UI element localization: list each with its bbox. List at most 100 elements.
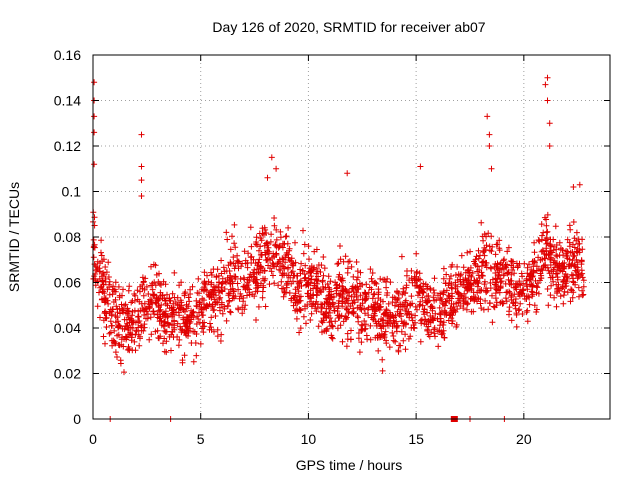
data-point <box>374 332 381 339</box>
data-point <box>110 306 116 313</box>
data-point <box>312 301 319 308</box>
data-point <box>226 298 232 305</box>
data-point <box>393 324 400 331</box>
data-point <box>290 278 296 285</box>
data-point <box>579 236 586 243</box>
data-point <box>194 313 201 320</box>
data-point <box>111 327 118 334</box>
data-point <box>208 314 215 321</box>
data-point <box>413 270 420 276</box>
data-point <box>107 329 114 336</box>
data-point <box>270 250 277 257</box>
data-point <box>236 295 243 302</box>
data-point <box>544 211 551 218</box>
data-point <box>464 300 471 307</box>
data-point <box>133 327 140 334</box>
data-point <box>537 257 544 264</box>
data-point <box>100 270 107 276</box>
data-point <box>248 243 255 250</box>
data-point <box>492 270 499 276</box>
data-point <box>333 285 340 292</box>
data-point <box>334 312 341 319</box>
data-point <box>234 280 241 287</box>
data-point <box>345 289 352 296</box>
data-point <box>171 269 178 276</box>
data-point <box>459 293 465 300</box>
data-point <box>353 276 360 283</box>
data-point <box>256 230 263 237</box>
data-point <box>113 303 120 310</box>
data-point <box>205 278 212 285</box>
data-point <box>108 322 115 329</box>
data-point <box>255 303 262 310</box>
data-point <box>156 318 163 325</box>
data-point <box>422 316 429 323</box>
data-point <box>280 263 287 270</box>
data-point <box>267 238 274 245</box>
data-point <box>531 249 538 256</box>
data-point <box>297 270 304 277</box>
data-point <box>138 327 145 334</box>
data-point <box>383 292 390 299</box>
data-point <box>431 275 438 282</box>
data-point <box>475 295 482 302</box>
data-point <box>548 268 555 275</box>
data-point <box>119 292 125 299</box>
data-point <box>211 328 217 335</box>
data-point <box>224 303 231 310</box>
data-point <box>337 322 344 329</box>
data-point <box>448 290 455 297</box>
data-point <box>467 272 473 279</box>
data-point <box>343 305 350 312</box>
data-point <box>504 248 511 255</box>
data-point <box>199 306 206 313</box>
data-point <box>271 215 278 221</box>
data-point <box>498 278 505 285</box>
data-point <box>227 286 234 293</box>
data-point <box>314 265 320 272</box>
data-point <box>119 306 126 313</box>
data-point <box>214 266 221 273</box>
data-point <box>390 333 397 339</box>
data-point <box>539 267 546 274</box>
data-point <box>344 170 351 177</box>
data-point <box>320 272 327 279</box>
data-point <box>535 280 542 287</box>
data-point <box>548 282 555 289</box>
data-point <box>259 288 266 295</box>
data-point <box>550 236 557 243</box>
data-point <box>454 263 461 270</box>
data-point <box>497 259 504 266</box>
data-point <box>218 299 225 306</box>
data-point <box>400 323 407 329</box>
data-point <box>182 329 189 336</box>
data-point <box>502 295 509 302</box>
data-point <box>457 272 464 279</box>
data-point <box>102 295 109 302</box>
data-point <box>373 320 380 327</box>
data-point <box>475 247 482 254</box>
data-point <box>288 258 295 265</box>
data-point <box>573 248 580 255</box>
data-point <box>543 222 550 229</box>
data-point <box>437 295 444 301</box>
data-point <box>397 310 404 317</box>
data-point <box>531 302 538 309</box>
data-point <box>567 298 574 305</box>
data-point <box>340 258 347 265</box>
data-point <box>391 320 398 327</box>
data-point <box>540 229 547 236</box>
data-point <box>573 229 580 236</box>
data-point <box>344 297 351 304</box>
data-point <box>570 184 577 190</box>
data-point <box>135 313 142 320</box>
data-point <box>192 340 199 346</box>
data-point <box>500 272 507 279</box>
data-point <box>297 325 304 332</box>
x-tick-label: 20 <box>516 431 532 447</box>
data-point <box>383 306 390 313</box>
data-point <box>496 237 503 244</box>
data-point <box>223 279 230 286</box>
data-point <box>495 265 502 272</box>
data-point <box>227 309 234 316</box>
